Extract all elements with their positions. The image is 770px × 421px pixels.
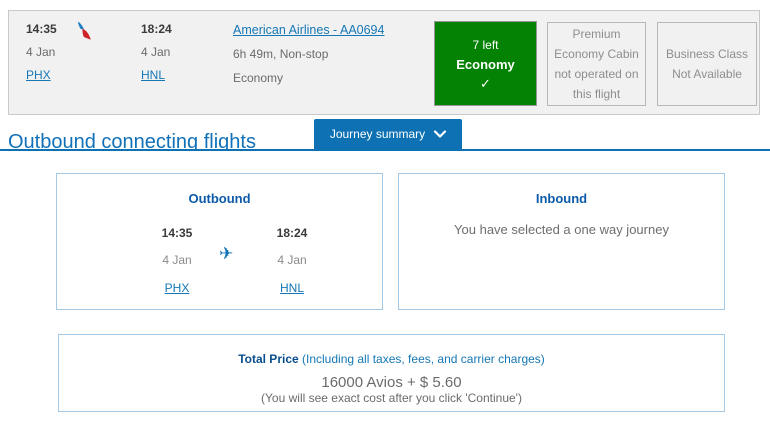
outbound-arrival-airport-link[interactable]: HNL (279, 281, 304, 295)
journey-summary-label: Journey summary (329, 127, 426, 141)
business-cabin-card: Business Class Not Available (657, 22, 757, 106)
chevron-down-icon (434, 130, 447, 138)
total-price-heading: Total Price (Including all taxes, fees, … (59, 352, 724, 366)
premium-economy-status: Premium Economy Cabin not operated on th… (554, 27, 639, 101)
airline-flight-link[interactable]: American Airlines - AA0694 (233, 23, 385, 37)
outbound-departure-airport-link[interactable]: PHX (164, 281, 190, 295)
outbound-arrival-date: 4 Jan (277, 253, 307, 267)
outbound-departure-time: 14:35 (161, 226, 193, 240)
outbound-departure: 14:35 4 Jan PHX (142, 220, 212, 301)
check-icon: ✓ (480, 75, 491, 91)
price-note: (You will see exact cost after you click… (261, 391, 522, 405)
outbound-departure-date: 4 Jan (162, 253, 192, 267)
section-heading: Outbound connecting flights (8, 131, 256, 150)
inbound-journey-panel: Inbound You have selected a one way jour… (398, 173, 725, 310)
departure-column: 14:35 4 Jan PHX (26, 18, 57, 87)
arrival-time: 18:24 (141, 22, 172, 36)
seats-left: 7 left (472, 37, 499, 52)
arrival-date: 4 Jan (141, 45, 171, 59)
journey-summary-button[interactable]: Journey summary (314, 119, 462, 149)
arrival-airport-link[interactable]: HNL (141, 68, 166, 82)
total-price-suffix: (Including all taxes, fees, and carrier … (298, 352, 545, 366)
departure-date: 4 Jan (26, 45, 56, 59)
arrival-column: 18:24 4 Jan HNL (141, 18, 172, 87)
business-status: Business Class Not Available (665, 47, 749, 81)
one-way-message: You have selected a one way journey (454, 222, 669, 237)
outbound-leg: 14:35 4 Jan PHX ✈ 18:24 4 Jan HNL (57, 220, 382, 300)
plane-icon: ✈ (219, 244, 234, 264)
departure-airport-link[interactable]: PHX (26, 68, 51, 82)
outbound-journey-panel: Outbound 14:35 4 Jan PHX ✈ 18:24 4 Jan H… (56, 173, 383, 310)
cabin-card-label: Economy (456, 56, 515, 72)
outbound-arrival: 18:24 4 Jan HNL (257, 220, 327, 301)
outbound-panel-title: Outbound (188, 191, 251, 206)
economy-cabin-card-selected[interactable]: 7 left Economy ✓ (434, 21, 537, 106)
cabin-name: Economy (233, 71, 284, 85)
total-price-label: Total Price (238, 352, 299, 366)
departure-time: 14:35 (26, 22, 57, 36)
flight-detail-column: American Airlines - AA0694 6h 49m, Non-s… (233, 18, 384, 90)
outbound-arrival-time: 18:24 (276, 226, 308, 240)
flight-summary-bar: 14:35 4 Jan PHX 18:24 4 Jan HNL American… (8, 10, 760, 115)
duration-stops: 6h 49m, Non-stop (233, 47, 329, 61)
premium-economy-cabin-card: Premium Economy Cabin not operated on th… (547, 22, 646, 106)
american-airlines-logo-icon (78, 21, 91, 40)
inbound-panel-title: Inbound (535, 191, 588, 206)
section-divider (0, 149, 770, 151)
total-price-box: Total Price (Including all taxes, fees, … (58, 334, 725, 412)
price-amount: 16000 Avios + $ 5.60 (321, 374, 462, 391)
